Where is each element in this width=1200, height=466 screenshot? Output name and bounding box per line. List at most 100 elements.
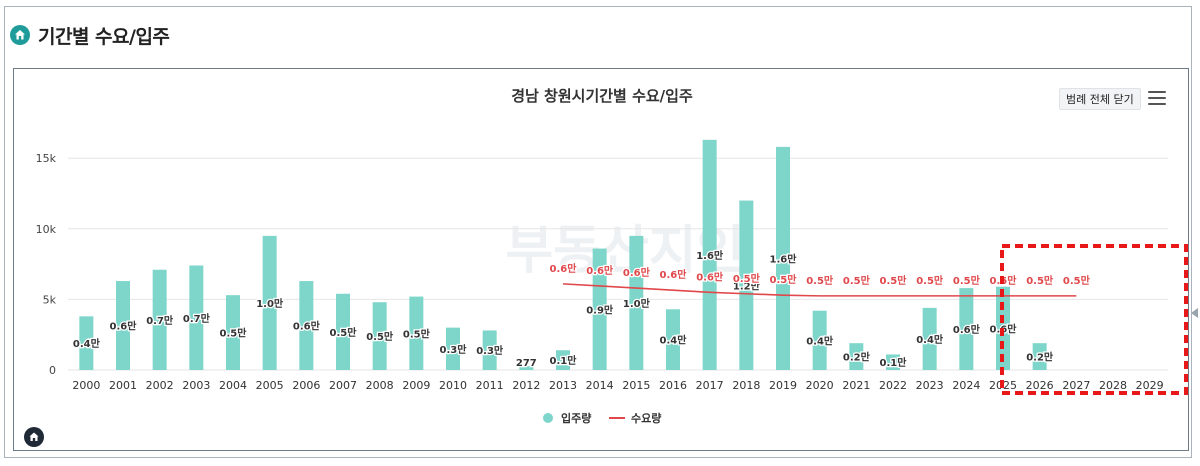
demand-value-label: 0.5만 (1026, 274, 1054, 287)
y-tick-label: 15k (36, 152, 57, 165)
bar-supply[interactable] (556, 350, 570, 370)
bar-value-label: 0.5만 (403, 327, 431, 340)
bar-value-label: 0.4만 (73, 337, 101, 350)
bar-supply[interactable] (372, 302, 387, 370)
x-tick-label: 2012 (512, 379, 540, 392)
x-tick-label: 2002 (146, 379, 174, 392)
demand-value-label: 0.6만 (660, 268, 688, 281)
bar-supply[interactable] (336, 293, 350, 370)
legend-demand-label: 수요량 (631, 412, 661, 425)
bar-supply[interactable] (519, 366, 534, 370)
bar-supply[interactable] (812, 310, 827, 370)
legend-supply-label: 입주량 (561, 412, 591, 425)
x-tick-label: 2013 (549, 379, 577, 392)
x-tick-label: 2014 (586, 379, 614, 392)
y-tick-label: 10k (36, 223, 57, 236)
bar-supply[interactable] (226, 295, 240, 370)
x-tick-label: 2021 (842, 379, 870, 392)
x-tick-label: 2029 (1136, 379, 1164, 392)
bar-value-label: 0.5만 (366, 330, 394, 343)
x-tick-label: 2016 (659, 379, 687, 392)
demand-value-label: 0.6만 (696, 270, 724, 283)
bar-value-label: 1.6만 (696, 249, 724, 262)
y-tick-label: 0 (49, 364, 56, 377)
demand-value-label: 0.5만 (733, 272, 761, 285)
x-tick-label: 2008 (366, 379, 394, 392)
scroll-arrow-icon[interactable] (1191, 308, 1198, 318)
legend-item-demand[interactable]: 수요량 (609, 412, 661, 425)
x-tick-label: 2015 (622, 379, 650, 392)
x-tick-label: 2018 (732, 379, 760, 392)
bar-value-label: 0.4만 (916, 333, 944, 346)
x-tick-label: 2001 (109, 379, 137, 392)
demand-value-label: 0.6만 (550, 262, 578, 275)
bar-supply[interactable] (849, 343, 864, 370)
bar-value-label: 0.9만 (586, 303, 614, 316)
demand-value-label: 0.6만 (623, 266, 651, 279)
demand-value-label: 0.5만 (806, 274, 834, 287)
bar-supply[interactable] (886, 354, 900, 370)
legend-toggle-button[interactable]: 범례 전체 닫기 (1059, 88, 1141, 110)
bar-value-label: 1.6만 (770, 252, 798, 265)
x-tick-label: 2005 (256, 379, 284, 392)
home-icon (10, 25, 30, 45)
bar-value-label: 0.4만 (660, 334, 688, 347)
bar-value-label: 277 (516, 358, 537, 369)
bar-value-label: 0.3만 (476, 344, 504, 357)
bar-supply[interactable] (446, 327, 460, 370)
demand-value-label: 0.5만 (916, 274, 944, 287)
demand-value-label: 0.5만 (843, 274, 871, 287)
x-tick-label: 2006 (292, 379, 320, 392)
bar-supply[interactable] (262, 235, 277, 370)
demand-line (562, 283, 1077, 297)
bar-supply[interactable] (739, 200, 754, 370)
bar-supply[interactable] (189, 265, 204, 370)
bar-supply[interactable] (1032, 343, 1047, 370)
legend: 입주량 수요량 (543, 412, 661, 425)
demand-value-label: 0.5만 (1063, 274, 1091, 287)
bar-value-label: 0.4만 (806, 334, 834, 347)
logo-icon (24, 427, 44, 447)
x-tick-label: 2017 (696, 379, 724, 392)
bar-supply[interactable] (79, 316, 94, 370)
chart-title: 경남 창원시기간별 수요/입주 (511, 87, 693, 105)
bar-value-label: 0.1만 (550, 354, 578, 367)
x-tick-label: 2007 (329, 379, 357, 392)
x-tick-label: 2019 (769, 379, 797, 392)
bar-supply[interactable] (629, 235, 644, 370)
bar-value-label: 1.2만 (733, 279, 761, 292)
x-tick-label: 2004 (219, 379, 247, 392)
bar-supply[interactable] (702, 139, 717, 370)
bar-value-label: 0.2만 (1026, 351, 1054, 364)
x-tick-label: 2028 (1099, 379, 1127, 392)
bar-value-label: 0.7만 (146, 314, 174, 327)
page-title: 기간별 수요/입주 (38, 25, 170, 48)
bar-value-label: 1.0만 (623, 297, 651, 310)
y-tick-label: 5k (43, 293, 57, 306)
bar-supply[interactable] (922, 307, 937, 370)
x-tick-label: 2010 (439, 379, 467, 392)
x-tick-label: 2024 (952, 379, 980, 392)
bar-supply[interactable] (666, 309, 680, 370)
bar-value-label: 0.3만 (440, 343, 468, 356)
bar-supply[interactable] (299, 281, 314, 370)
x-tick-label: 2020 (806, 379, 834, 392)
legend-supply-marker (543, 413, 553, 423)
bar-supply[interactable] (152, 269, 167, 370)
bar-supply[interactable] (409, 296, 424, 370)
bar-supply[interactable] (592, 248, 607, 370)
demand-value-label: 0.5만 (953, 274, 981, 287)
hamburger-menu-icon[interactable] (1148, 91, 1166, 107)
bar-value-label: 0.6만 (293, 320, 321, 333)
bar-value-label: 0.2만 (843, 351, 871, 364)
bar-supply[interactable] (482, 330, 497, 370)
legend-item-supply[interactable]: 입주량 (543, 412, 591, 425)
x-tick-label: 2011 (476, 379, 504, 392)
bar-supply[interactable] (776, 146, 790, 370)
demand-value-label: 0.6만 (586, 264, 614, 277)
bar-supply[interactable] (116, 281, 130, 370)
bar-supply[interactable] (959, 288, 974, 370)
bar-value-label: 0.1만 (880, 356, 908, 369)
x-tick-label: 2009 (402, 379, 430, 392)
